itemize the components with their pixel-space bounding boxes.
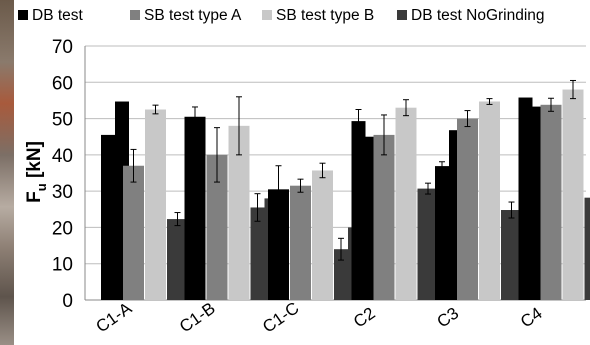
bar (290, 185, 311, 300)
bar (312, 170, 333, 300)
bar (123, 165, 144, 300)
y-tick-label: 10 (52, 255, 73, 276)
y-tick-label: 70 (52, 37, 73, 58)
legend-swatch (130, 10, 140, 20)
bar (334, 249, 348, 300)
bar (206, 154, 228, 300)
legend-label: DB test NoGrinding (411, 7, 545, 24)
background-photo-strip (0, 0, 14, 345)
bar (268, 189, 289, 300)
bar (351, 121, 366, 301)
legend-swatch (18, 10, 28, 20)
legend-label: SB test type A (144, 7, 242, 24)
legend: DB test SB test type A SB test type B DB te… (18, 7, 545, 24)
x-category-label: C1-B (176, 299, 219, 337)
bar (457, 118, 478, 300)
bar (145, 109, 166, 300)
y-axis-label: Fu [kN] (24, 141, 49, 203)
legend-label: DB test (32, 7, 84, 24)
bars (101, 79, 590, 301)
legend-swatch (397, 10, 407, 20)
bar (501, 210, 522, 300)
bar (479, 101, 500, 300)
x-category-label: C3 (433, 303, 462, 331)
bar (101, 134, 115, 300)
y-tick-label: 60 (52, 73, 73, 94)
y-tick-label: 40 (52, 146, 73, 167)
y-tick-label: 30 (52, 182, 73, 203)
bar (562, 89, 584, 301)
bar (540, 104, 562, 300)
x-category-labels: C1-A C1-B C1-C C2 C3 C4 (93, 298, 546, 336)
legend-label: SB test type B (276, 7, 374, 24)
y-tick-label: 20 (52, 218, 73, 239)
x-category-label: C4 (517, 303, 546, 331)
bar (417, 188, 439, 300)
bar (518, 97, 533, 300)
bar (395, 107, 417, 300)
y-tick-labels: 0 10 20 30 40 50 60 70 (52, 37, 73, 312)
bar (435, 166, 449, 300)
bar (373, 134, 395, 300)
bar (184, 116, 206, 300)
y-tick-label: 0 (62, 291, 73, 312)
x-category-label: C1-C (259, 298, 302, 336)
y-tick-label: 50 (52, 110, 73, 131)
bar (228, 125, 250, 300)
bar (167, 219, 188, 300)
x-category-label: C1-A (93, 298, 136, 336)
bar (584, 197, 590, 300)
legend-swatch (262, 10, 272, 20)
bar (250, 207, 265, 300)
x-category-label: C2 (350, 303, 379, 331)
